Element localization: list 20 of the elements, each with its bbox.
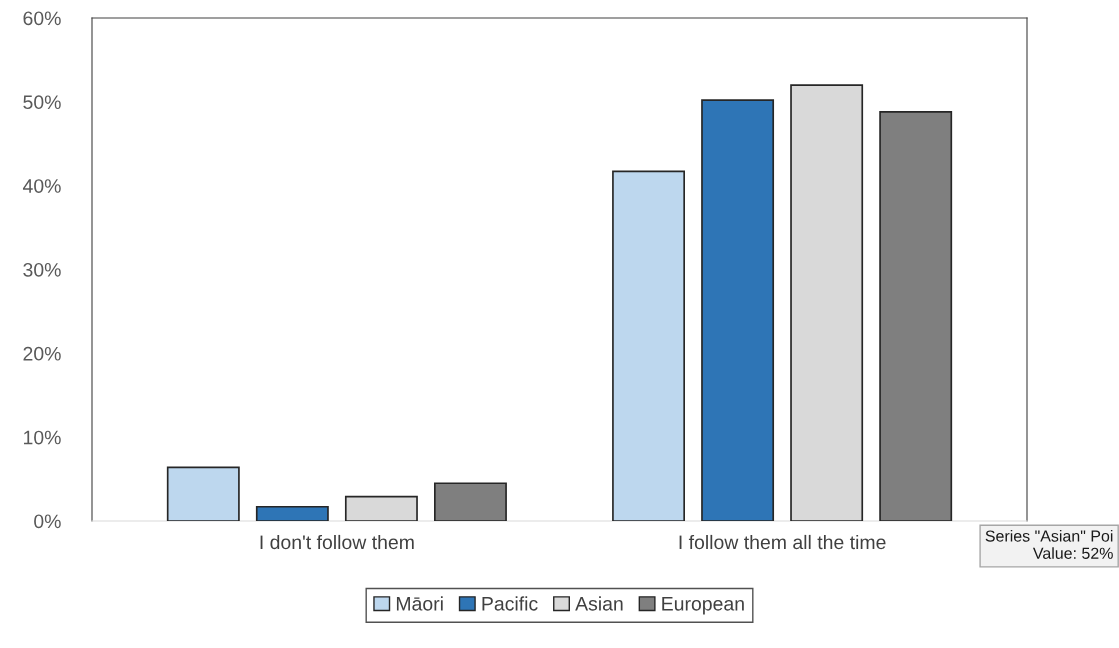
legend-label: Pacific xyxy=(482,596,538,611)
y-tick-label: 60% xyxy=(23,11,61,26)
bar xyxy=(701,99,775,521)
bar xyxy=(612,170,686,521)
legend-label: Asian xyxy=(575,596,623,611)
bar xyxy=(879,111,953,521)
y-tick-label: 10% xyxy=(24,430,61,445)
y-tick-label: 50% xyxy=(23,95,61,110)
x-tick-label: I don't follow them xyxy=(260,534,414,550)
legend-label: European xyxy=(662,597,744,615)
y-tick-label: 20% xyxy=(23,346,61,361)
legend-label: Māori xyxy=(396,596,443,611)
y-tick-label: 30% xyxy=(23,262,61,277)
y-tick-label: 40% xyxy=(22,179,61,193)
bar xyxy=(166,466,240,521)
y-tick-label: 0% xyxy=(34,514,61,529)
bar xyxy=(433,482,507,521)
x-tick-label: I follow them all the time xyxy=(679,534,886,550)
bar xyxy=(255,505,329,521)
text: Series "Asian" Poi Value: 52% xyxy=(985,530,1113,559)
